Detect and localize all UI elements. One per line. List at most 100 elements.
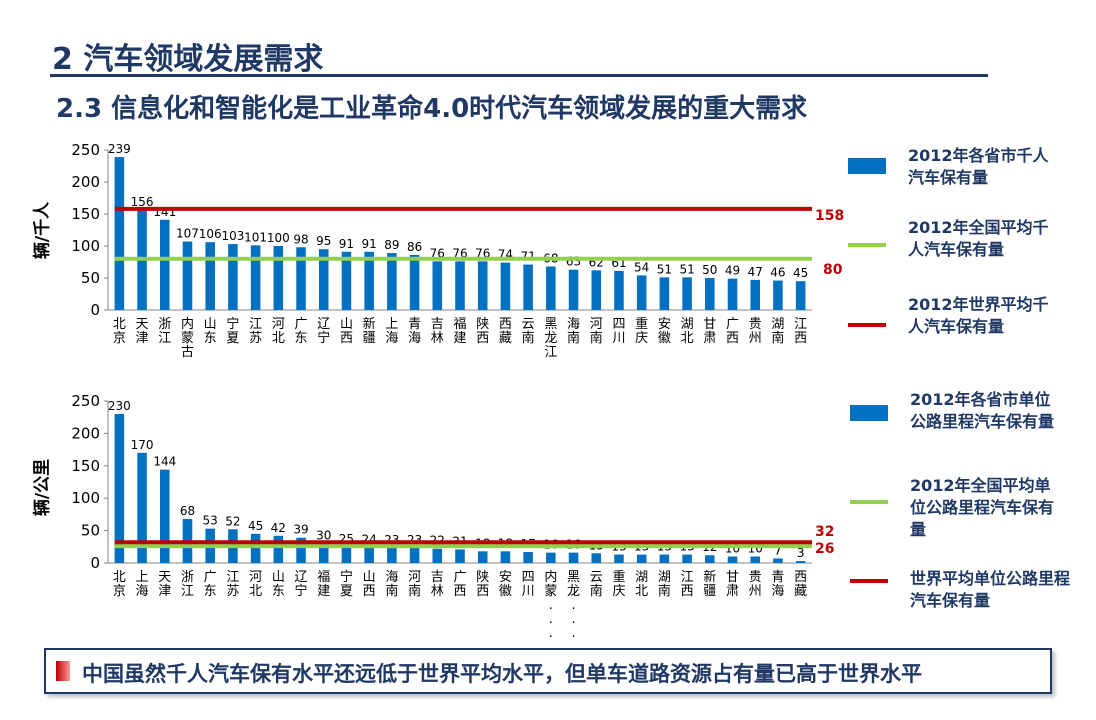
chart2-bar xyxy=(591,553,602,563)
chart2-world-value: 32 xyxy=(815,524,835,540)
chart1-data-label: 156 xyxy=(131,195,154,209)
chart1-category-label: 青海 xyxy=(408,317,421,346)
chart1-data-label: 107 xyxy=(176,227,199,241)
chart1-data-label: 106 xyxy=(199,227,222,241)
chart2-category-label: 天津 xyxy=(158,570,171,599)
chart1-bar xyxy=(614,270,624,310)
chart2-category-label: 山东 xyxy=(272,570,285,599)
chart2-data-label: 53 xyxy=(203,514,218,528)
chart2-category-label: 内蒙... xyxy=(544,569,557,641)
chart2-bar xyxy=(455,549,465,563)
chart1-category-label: 广西 xyxy=(726,317,739,346)
chart1-category-label: 陕西 xyxy=(476,317,489,346)
chart1-y-tick-label: 50 xyxy=(81,269,100,287)
legend1-bar-label: 2012年各省市千人汽车保有量 xyxy=(908,146,1049,187)
chart2-data-label: 3 xyxy=(797,546,805,560)
chart1-category-label: 天津 xyxy=(136,317,149,346)
page-title: 2 汽车领域发展需求 xyxy=(52,42,324,77)
chart1-category-label: 安徽 xyxy=(658,317,671,346)
chart1-bar xyxy=(228,244,238,310)
chart2-category-label: 江西 xyxy=(681,570,694,599)
chart1-data-label: 54 xyxy=(634,260,649,274)
chart1-bar xyxy=(409,254,420,310)
chart1-bar xyxy=(455,261,465,310)
chart2-bar xyxy=(160,469,170,563)
chart1-bar xyxy=(477,261,488,310)
chart2-bar xyxy=(523,551,533,563)
chart2-y-tick-label: 50 xyxy=(81,522,100,540)
chart2-category-label: 湖北 xyxy=(635,570,648,599)
chart1-data-label: 98 xyxy=(293,232,308,246)
chart1-bar xyxy=(341,251,352,310)
chart2-category-label: 河北 xyxy=(249,570,262,599)
chart2-y-tick-label: 0 xyxy=(90,554,100,572)
legend1-avg-swatch xyxy=(848,243,886,247)
chart1-bar xyxy=(795,281,806,310)
chart2-y-tick-label: 200 xyxy=(71,424,100,442)
conclusion-box: 中国虽然千人汽车保有水平还远低于世界平均水平，但单车道路资源占有量已高于世界水平 xyxy=(44,648,1052,694)
chart1-category-label: 湖南 xyxy=(771,317,784,346)
chart1-category-label: 内蒙古 xyxy=(181,316,194,360)
chart1-data-label: 49 xyxy=(725,264,740,278)
chart2-bar xyxy=(114,413,125,563)
chart1-data-label: 47 xyxy=(748,265,763,279)
chart1-bar xyxy=(705,278,715,310)
conclusion-bullet-icon xyxy=(56,661,70,681)
chart2-bar xyxy=(477,551,488,563)
chart2-data-label: 39 xyxy=(293,523,308,537)
conclusion-text: 中国虽然千人汽车保有水平还远低于世界平均水平，但单车道路资源占有量已高于世界水平 xyxy=(82,662,922,686)
legend2-bar-swatch xyxy=(850,405,888,421)
chart1-data-label: 103 xyxy=(221,229,244,243)
chart2-bar xyxy=(795,561,806,563)
chart1-category-label: 山东 xyxy=(204,317,217,346)
chart2-bar xyxy=(546,552,556,563)
chart1-y-tick-label: 200 xyxy=(71,173,100,191)
chart1-category-label: 辽宁 xyxy=(317,317,330,346)
chart2-category-label: 甘肃 xyxy=(726,570,739,599)
chart2-category-label: 河南 xyxy=(408,570,421,599)
chart1-data-label: 89 xyxy=(384,238,399,252)
chart2-category-label: 黑龙... xyxy=(567,570,580,641)
chart1-category-label: 西藏 xyxy=(499,317,512,346)
chart1-category-label: 上海 xyxy=(385,317,398,346)
chart1-category-label: 河北 xyxy=(272,317,285,346)
chart1-bar xyxy=(432,261,443,310)
chart1-bar xyxy=(546,266,556,310)
chart1-category-label: 浙江 xyxy=(158,317,171,346)
chart1-bar xyxy=(568,269,579,310)
chart1-category-label: 四川 xyxy=(612,317,625,346)
chart2-category-label: 贵州 xyxy=(749,570,762,599)
chart1-category-label: 北京 xyxy=(113,317,126,346)
chart2-category-label: 山西 xyxy=(363,570,376,599)
chart2-category-label: 四川 xyxy=(522,570,535,599)
chart1-data-label: 101 xyxy=(244,230,267,244)
chart1-bar xyxy=(659,277,670,310)
chart1-category-label: 云南 xyxy=(522,317,535,346)
chart1-bar xyxy=(182,241,193,310)
page-subtitle: 2.3 信息化和智能化是工业革命4.0时代汽车领域发展的重大需求 xyxy=(56,94,808,124)
chart2-bar xyxy=(705,555,715,563)
legend1-bar-swatch xyxy=(848,158,886,174)
chart1-bar xyxy=(750,279,760,310)
chart1-bar xyxy=(682,277,692,310)
chart2-category-label: 广西 xyxy=(453,570,466,599)
chart2-category-label: 宁夏 xyxy=(340,569,353,599)
chart1-avg-value: 80 xyxy=(823,262,843,278)
chart1-category-label: 贵州 xyxy=(749,317,762,346)
chart1-category-label: 重庆 xyxy=(635,316,648,346)
chart2-category-label: 青海 xyxy=(771,570,784,599)
chart1-data-label: 91 xyxy=(339,237,354,251)
chart1-bar xyxy=(773,280,783,310)
chart2-bar xyxy=(364,547,374,563)
chart1-data-label: 95 xyxy=(316,234,331,248)
chart2-bar xyxy=(773,558,783,563)
chart1-data-label: 100 xyxy=(267,231,290,245)
chart2-bar xyxy=(250,533,261,563)
chart2-category-label: 吉林 xyxy=(431,570,444,599)
chart1-bar xyxy=(160,219,170,310)
title-divider xyxy=(50,74,988,77)
chart1-category-label: 江西 xyxy=(794,317,807,346)
chart1-category-label: 宁夏 xyxy=(226,316,239,346)
